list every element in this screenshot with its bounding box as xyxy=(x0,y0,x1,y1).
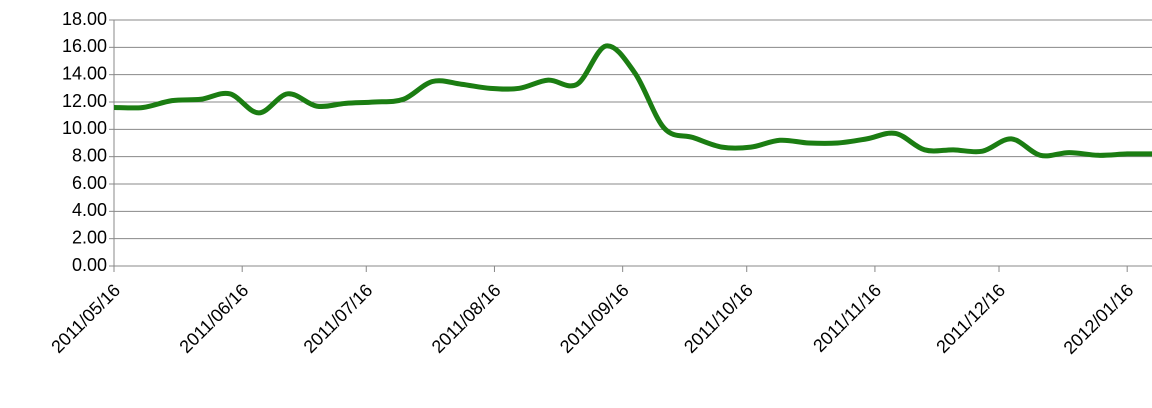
line xyxy=(113,43,1152,159)
x-tick-label: 2011/12/16 xyxy=(932,280,1009,357)
y-tick-label: 10.00 xyxy=(62,118,107,138)
x-tick-label: 2011/08/16 xyxy=(428,280,505,357)
y-tick-label: 16.00 xyxy=(62,36,107,56)
y-tick-label: 4.00 xyxy=(72,200,107,220)
x-tick-label: 2011/09/16 xyxy=(556,280,633,357)
x-tick-label: 2012/01/16 xyxy=(1060,280,1138,358)
x-tick-label: 2011/10/16 xyxy=(680,280,757,357)
y-tick-label: 14.00 xyxy=(62,63,107,83)
x-tick-label: 2011/11/16 xyxy=(809,280,885,356)
y-tick-label: 2.00 xyxy=(72,227,107,247)
y-tick-label: 18.00 xyxy=(62,9,107,29)
y-tick-label: 0.00 xyxy=(72,255,107,275)
x-tick-label: 2011/07/16 xyxy=(300,280,377,357)
y-tick-label: 8.00 xyxy=(72,145,107,165)
x-tick-label: 2011/05/16 xyxy=(47,280,124,357)
y-tick-label: 6.00 xyxy=(72,173,107,193)
x-tick-label: 2011/06/16 xyxy=(175,280,252,357)
y-tick-label: 12.00 xyxy=(62,91,107,111)
